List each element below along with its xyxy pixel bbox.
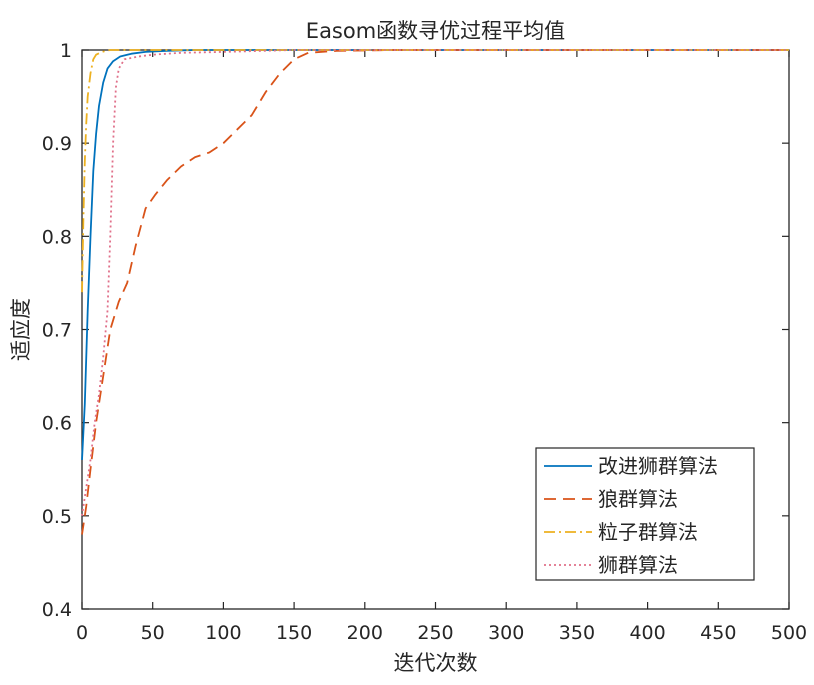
y-axis-title: 适应度	[9, 298, 33, 361]
x-tick-label: 350	[559, 622, 595, 644]
series-line-2	[81, 49, 789, 535]
chart-title: Easom函数寻优过程平均值	[306, 19, 565, 43]
y-tick-label: 0.8	[42, 226, 72, 248]
y-tick-label: 0.4	[42, 599, 72, 621]
y-tick-label: 0.5	[42, 506, 72, 528]
legend-label: 粒子群算法	[598, 520, 698, 544]
legend-label: 狮群算法	[598, 553, 678, 577]
x-tick-label: 400	[629, 622, 665, 644]
x-tick-label: 300	[488, 622, 524, 644]
x-tick-label: 50	[141, 622, 165, 644]
series-line-3	[81, 49, 789, 293]
x-tick-label: 0	[76, 622, 88, 644]
y-tick-label: 0.9	[42, 133, 72, 155]
y-tick-label: 0.7	[42, 320, 72, 342]
series-layer	[81, 49, 789, 535]
legend-label: 改进狮群算法	[598, 454, 718, 478]
x-tick-label: 150	[276, 622, 312, 644]
legend-label: 狼群算法	[598, 487, 678, 511]
legend-box	[535, 447, 755, 581]
x-axis-title: 迭代次数	[394, 651, 478, 675]
axis-ticks: 0 50 100 150 200 250 300 350 400 450 500 0.4 0.5 0.6 0…	[42, 40, 807, 644]
x-tick-label: 500	[771, 622, 807, 644]
x-tick-label: 250	[417, 622, 453, 644]
x-tick-label: 450	[700, 622, 736, 644]
x-tick-label: 200	[347, 622, 383, 644]
y-tick-label: 0.6	[42, 413, 72, 435]
y-tick-label: 1	[60, 40, 72, 62]
x-tick-label: 100	[205, 622, 241, 644]
